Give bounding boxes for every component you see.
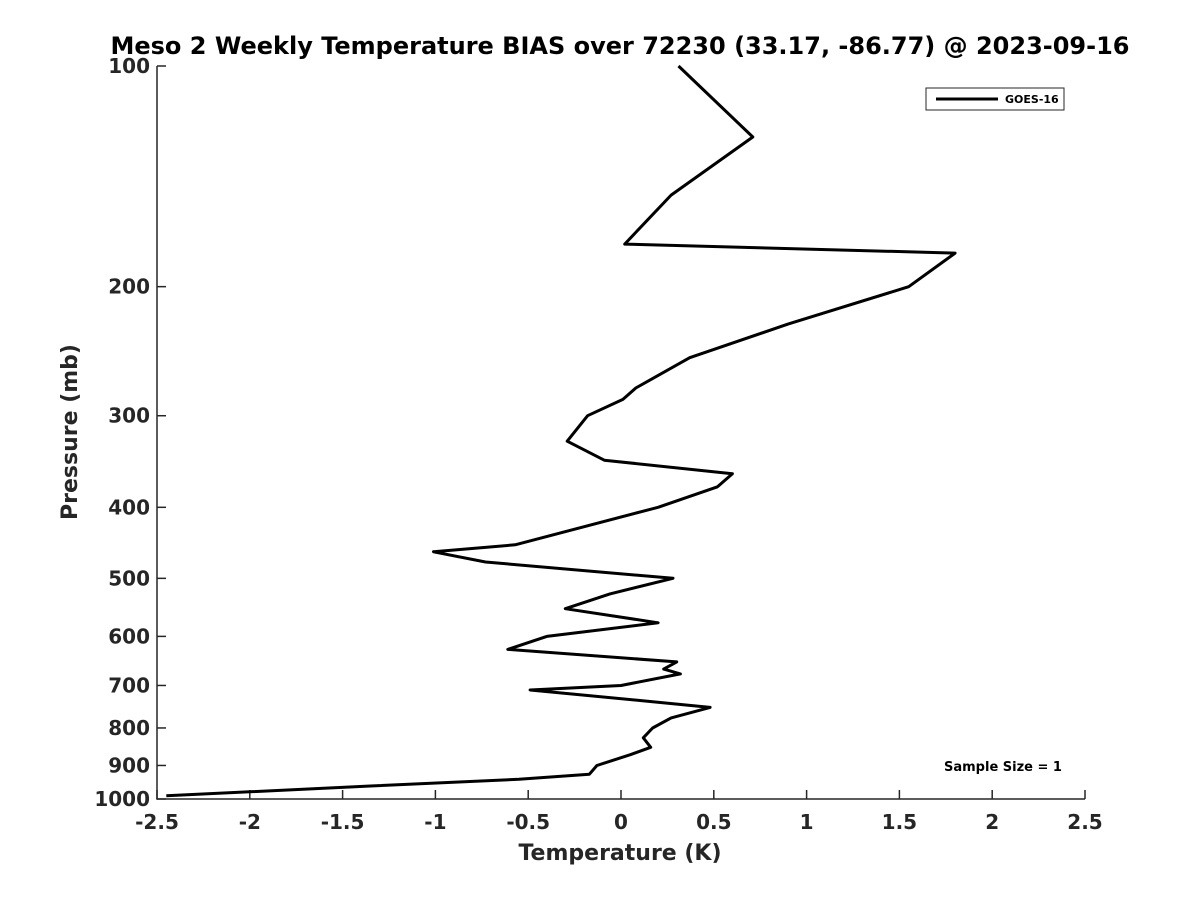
sample-size-annotation: Sample Size = 1	[944, 760, 1062, 775]
x-axis: -2.5 -2 -1.5 -1 -0.5 0 0.5 1 1.5 2 2.5	[135, 790, 1103, 834]
x-tick-label: 1.5	[882, 810, 917, 834]
y-axis: 100 200 300 400 500 600 700 800 900 1000	[94, 54, 166, 811]
x-axis-label: Temperature (K)	[518, 841, 721, 866]
chart-title: Meso 2 Weekly Temperature BIAS over 7223…	[110, 32, 1129, 60]
y-tick-label: 400	[108, 495, 150, 519]
x-tick-label: -2.5	[135, 810, 179, 834]
y-tick-label: 600	[108, 624, 150, 648]
plot-area: -2.5 -2 -1.5 -1 -0.5 0 0.5 1 1.5 2 2.5 100 200 300 40…	[94, 54, 1102, 834]
x-tick-label: 0.5	[696, 810, 731, 834]
y-tick-label: 200	[108, 275, 150, 299]
y-tick-label: 300	[108, 404, 150, 428]
legend: GOES-16	[925, 87, 1065, 111]
legend-label-goes-16: GOES-16	[1005, 93, 1059, 106]
x-tick-label: -0.5	[506, 810, 550, 834]
x-tick-label: 0	[614, 810, 628, 834]
x-tick-label: -1	[424, 810, 446, 834]
x-tick-label: -1.5	[321, 810, 365, 834]
x-tick-label: 2.5	[1067, 810, 1102, 834]
x-tick-label: -2	[239, 810, 261, 834]
y-tick-label: 100	[108, 54, 150, 78]
y-axis-label: Pressure (mb)	[58, 344, 83, 520]
y-tick-label: 800	[108, 716, 150, 740]
y-tick-label: 700	[108, 673, 150, 697]
x-tick-label: 1	[800, 810, 814, 834]
y-tick-label: 1000	[94, 787, 150, 811]
y-tick-label: 500	[108, 566, 150, 590]
series-line-goes-16	[166, 64, 957, 798]
y-tick-label: 900	[108, 753, 150, 777]
x-tick-label: 2	[985, 810, 999, 834]
